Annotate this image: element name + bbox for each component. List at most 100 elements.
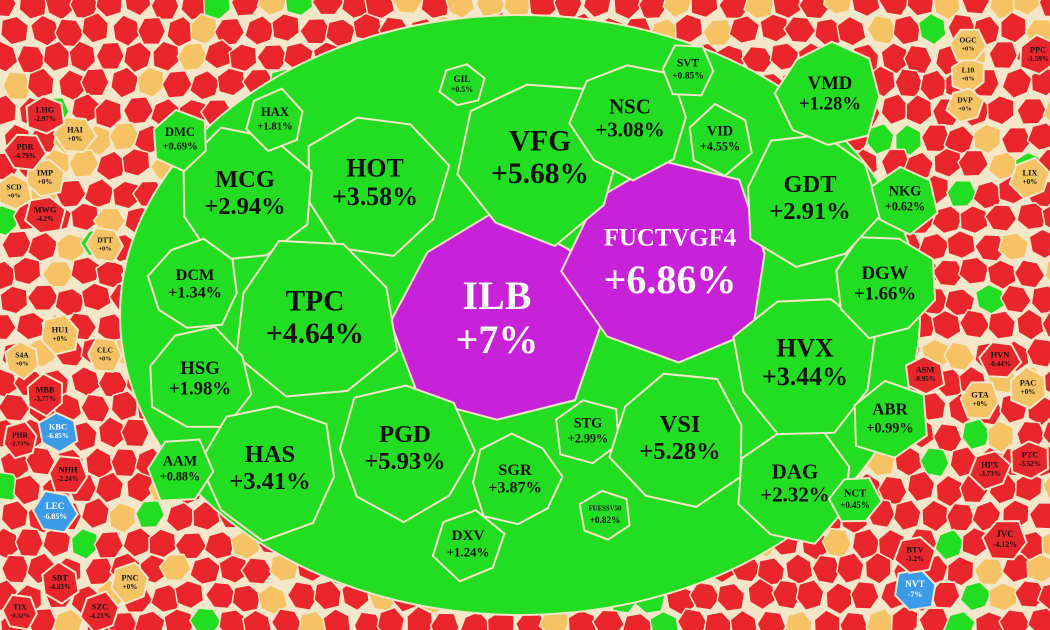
- cell: [578, 489, 631, 541]
- background-cell: [987, 310, 1017, 340]
- cell-label: NVT: [905, 579, 924, 589]
- cell: [110, 561, 149, 605]
- cell-label: PHR: [12, 431, 29, 440]
- value-label: +0%: [7, 193, 20, 200]
- cell: [26, 372, 64, 418]
- background-cell: [811, 554, 842, 585]
- cell-label: DAG: [772, 459, 818, 483]
- cell: [945, 87, 985, 124]
- value-label: +0.62%: [885, 200, 925, 214]
- background-cell: [919, 69, 948, 102]
- background-cell: [230, 0, 263, 18]
- cell-label: HAS: [245, 441, 295, 468]
- cell-label: DMC: [165, 125, 195, 139]
- value-label: -2.73%: [10, 441, 30, 448]
- cell-label: PDR: [16, 142, 34, 151]
- cell-label: DXV: [452, 528, 485, 544]
- background-cell: [1013, 0, 1041, 17]
- value-label: +3.44%: [762, 362, 848, 391]
- cell: [4, 340, 40, 381]
- cell-label: HAX: [261, 105, 289, 119]
- cell-label: ASM: [916, 365, 935, 374]
- cell-label: AAM: [163, 453, 198, 469]
- background-cell: [311, 0, 345, 16]
- background-cell: [984, 204, 1018, 232]
- background-cell: [1025, 337, 1050, 369]
- value-label: +0.99%: [866, 421, 913, 437]
- background-cell: [877, 0, 911, 17]
- value-label: -7%: [908, 590, 923, 599]
- value-label: +0%: [961, 76, 974, 83]
- cell-label: LEC: [46, 501, 65, 511]
- background-cell: [136, 16, 167, 46]
- cell-label: L10: [962, 66, 975, 75]
- cell: [146, 438, 215, 502]
- cell-label: NKG: [889, 183, 922, 199]
- background-cell: [905, 93, 933, 127]
- background-cell: [390, 0, 424, 15]
- background-cell: [26, 231, 59, 263]
- value-label: +0.5%: [451, 85, 473, 94]
- cell-label: HVN: [991, 350, 1010, 359]
- background-cell: [0, 285, 29, 315]
- value-label: +6.86%: [604, 257, 737, 302]
- cell: [2, 420, 38, 460]
- background-cell: [945, 180, 978, 208]
- cell: [870, 165, 939, 236]
- value-label: +1.28%: [799, 94, 861, 115]
- cell-label: IMP: [37, 168, 53, 177]
- cell: [661, 44, 715, 97]
- background-cell: [122, 96, 155, 125]
- cell-label: MCG: [215, 166, 275, 193]
- background-cell: [257, 583, 289, 616]
- value-label: -0.32%: [10, 613, 30, 620]
- cell-label: NCT: [844, 489, 866, 500]
- cell-label: TIX: [13, 603, 27, 612]
- value-label: +0.85%: [672, 70, 704, 81]
- background-cell: [0, 313, 18, 341]
- background-cell: [1026, 553, 1050, 584]
- background-cell: [445, 0, 476, 20]
- value-label: +0%: [973, 400, 988, 408]
- background-cell: [674, 13, 704, 44]
- background-cell: [851, 0, 882, 18]
- background-cell: [835, 551, 865, 585]
- cell: [152, 108, 207, 173]
- value-label: +7%: [456, 317, 539, 362]
- value-label: +2.94%: [204, 193, 285, 220]
- background-cell: [1015, 307, 1045, 342]
- cell: [40, 313, 79, 356]
- value-label: +4.55%: [700, 140, 740, 154]
- cell-label: PNC: [121, 573, 138, 582]
- background-cell: [256, 0, 287, 17]
- background-cell: [771, 579, 802, 610]
- background-cell: [121, 147, 151, 178]
- background-cell: [613, 0, 641, 21]
- background-cell: [83, 177, 115, 210]
- background-cell: [203, 530, 236, 561]
- background-cell: [945, 502, 976, 532]
- background-cell: [93, 530, 125, 560]
- cell-label: VFG: [509, 126, 571, 158]
- background-cell: [959, 204, 989, 235]
- background-cell: [932, 0, 961, 21]
- background-cell: [192, 500, 221, 532]
- background-cell: [1013, 259, 1046, 289]
- cell-label: S4A: [15, 351, 29, 360]
- background-cell: [1030, 284, 1050, 315]
- background-cell: [690, 0, 719, 19]
- value-label: -6.85%: [43, 512, 67, 521]
- cell-label: GIL: [454, 74, 471, 84]
- value-label: +0.69%: [162, 140, 197, 152]
- background-cell: [838, 611, 869, 630]
- cell-label: VMD: [808, 73, 853, 94]
- background-cell: [13, 474, 42, 506]
- cell-label: LIX: [1023, 168, 1038, 177]
- background-cell: [204, 581, 239, 610]
- background-cell: [1044, 260, 1050, 283]
- background-cell: [165, 501, 197, 533]
- background-cell: [108, 121, 141, 151]
- cell: [688, 102, 753, 177]
- background-cell: [849, 580, 880, 610]
